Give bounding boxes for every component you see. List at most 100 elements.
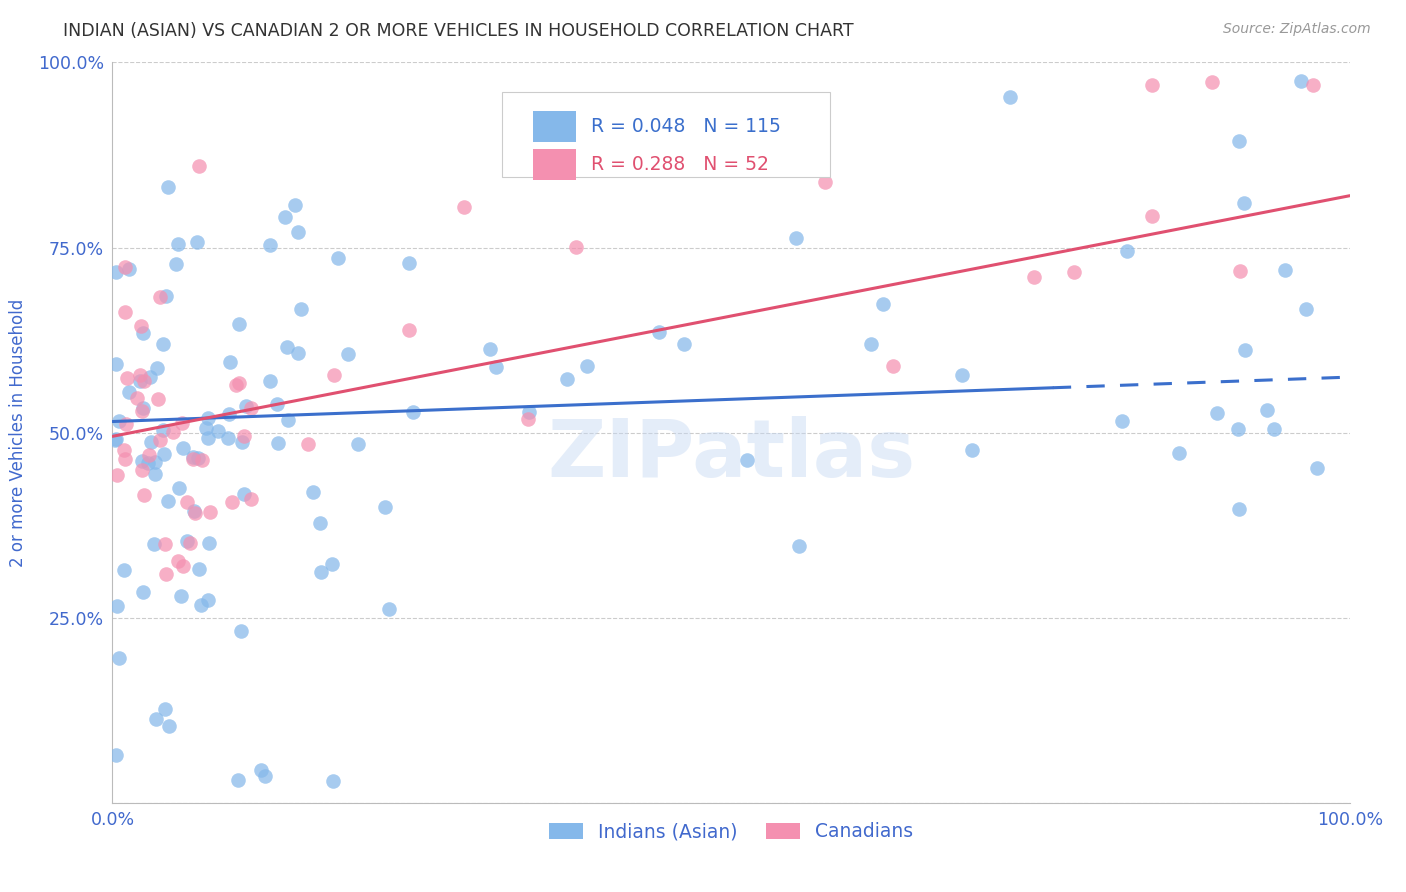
Point: [145, 713, 167, 727]
Point: [859, 337, 882, 351]
Point: [188, 159, 211, 173]
Point: [132, 401, 155, 415]
Point: [240, 401, 263, 416]
Point: [167, 554, 190, 568]
FancyBboxPatch shape: [533, 149, 576, 180]
Point: [207, 425, 229, 439]
Point: [217, 431, 239, 445]
Point: [402, 405, 425, 419]
Point: [132, 584, 155, 599]
Point: [276, 340, 298, 354]
Point: [1305, 461, 1327, 475]
Point: [1142, 209, 1164, 223]
Point: [648, 326, 671, 340]
Point: [287, 345, 309, 359]
Point: [950, 368, 973, 382]
Point: [453, 200, 475, 214]
Point: [108, 414, 131, 428]
Point: [145, 455, 167, 469]
Point: [162, 425, 184, 439]
Point: [105, 265, 128, 279]
Point: [152, 423, 174, 437]
Point: [882, 359, 904, 373]
Point: [253, 769, 276, 783]
Point: [218, 407, 240, 421]
Point: [181, 450, 204, 464]
Point: [277, 413, 299, 427]
Point: [186, 235, 208, 250]
Point: [1227, 134, 1250, 148]
Point: [170, 589, 193, 603]
Point: [284, 197, 307, 211]
Point: [517, 405, 540, 419]
Point: [228, 318, 250, 332]
Point: [485, 360, 508, 375]
Point: [139, 370, 162, 384]
Point: [157, 494, 180, 508]
Point: [517, 412, 540, 426]
Point: [267, 435, 290, 450]
Point: [347, 437, 370, 451]
Point: [143, 467, 166, 482]
Point: [114, 451, 136, 466]
Point: [167, 481, 190, 495]
Point: [143, 537, 166, 551]
Point: [398, 256, 420, 270]
Point: [125, 391, 148, 405]
Point: [152, 336, 174, 351]
Point: [104, 433, 127, 447]
Point: [321, 558, 343, 572]
Point: [1201, 75, 1223, 89]
Point: [374, 500, 396, 515]
Text: R = 0.048   N = 115: R = 0.048 N = 115: [592, 117, 782, 136]
Point: [155, 537, 177, 551]
Point: [166, 236, 188, 251]
Point: [479, 342, 502, 356]
Point: [184, 506, 207, 520]
Point: [998, 90, 1021, 104]
Point: [1063, 264, 1085, 278]
Point: [240, 491, 263, 506]
Point: [131, 404, 153, 418]
Point: [176, 534, 198, 549]
Point: [259, 375, 281, 389]
Point: [190, 598, 212, 612]
Point: [107, 468, 129, 483]
Point: [129, 318, 152, 333]
Point: [565, 240, 588, 254]
Legend: Indians (Asian), Canadians: Indians (Asian), Canadians: [541, 815, 921, 849]
Point: [1111, 414, 1133, 428]
Point: [787, 540, 810, 554]
Point: [172, 559, 194, 574]
Point: [129, 368, 152, 382]
Point: [1140, 78, 1163, 92]
Point: [235, 399, 257, 413]
Point: [1167, 446, 1189, 460]
Point: [1024, 270, 1046, 285]
Point: [557, 372, 579, 386]
Point: [146, 360, 169, 375]
Point: [575, 359, 598, 373]
Point: [1263, 422, 1285, 436]
Point: [814, 175, 837, 189]
Point: [138, 448, 160, 462]
Point: [139, 435, 162, 450]
Point: [1295, 301, 1317, 316]
Point: [1274, 263, 1296, 277]
Point: [1227, 502, 1250, 516]
Point: [290, 302, 312, 317]
Point: [172, 442, 194, 456]
Point: [1302, 78, 1324, 92]
Point: [179, 536, 201, 550]
Point: [132, 375, 155, 389]
Point: [872, 297, 894, 311]
Point: [165, 257, 187, 271]
Point: [226, 772, 249, 787]
Point: [156, 179, 179, 194]
Point: [1206, 406, 1229, 420]
Point: [231, 435, 253, 450]
Point: [735, 453, 758, 467]
Point: [157, 719, 180, 733]
Point: [153, 702, 176, 716]
Point: [1226, 421, 1249, 435]
